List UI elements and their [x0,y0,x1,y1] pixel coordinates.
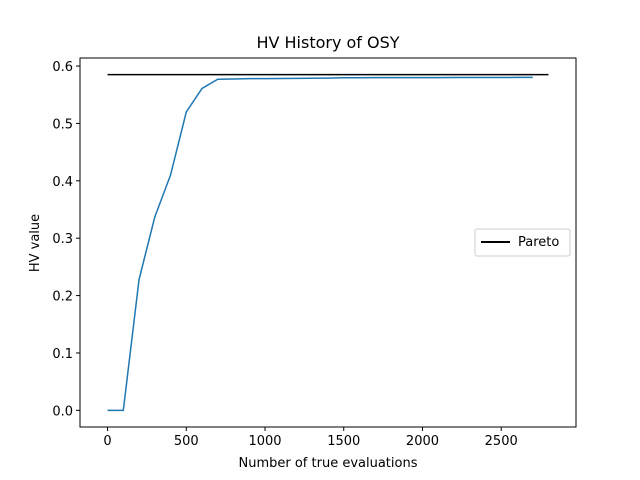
y-tick-label: 0.6 [52,60,73,75]
y-axis: 0.0 0.1 0.2 0.3 0.4 0.5 0.6 [52,60,80,419]
axes-frame [79,57,577,428]
plot-area [107,73,549,412]
chart-title: HV History of OSY [256,33,399,52]
y-axis-label: HV value [28,214,43,272]
y-tick-label: 0.5 [52,117,73,132]
series-line-hv-history [107,76,533,412]
x-tick-label: 2500 [485,434,518,449]
x-axis: 0 500 1000 1500 2000 2500 [103,427,518,449]
y-tick-label: 0.4 [52,175,73,190]
x-tick-label: 0 [103,434,111,449]
legend-label-pareto: Pareto [518,235,559,250]
x-tick-label: 2000 [406,434,439,449]
x-tick-label: 1000 [248,434,281,449]
x-axis-label: Number of true evaluations [239,456,418,471]
y-tick-label: 0.1 [52,347,73,362]
x-tick-label: 1500 [327,434,360,449]
y-tick-label: 0.2 [52,290,73,305]
y-tick-label: 0.0 [52,404,73,419]
y-tick-label: 0.3 [52,232,73,247]
x-tick-label: 500 [174,434,199,449]
legend-box [474,228,571,257]
legend: Pareto [474,228,571,257]
